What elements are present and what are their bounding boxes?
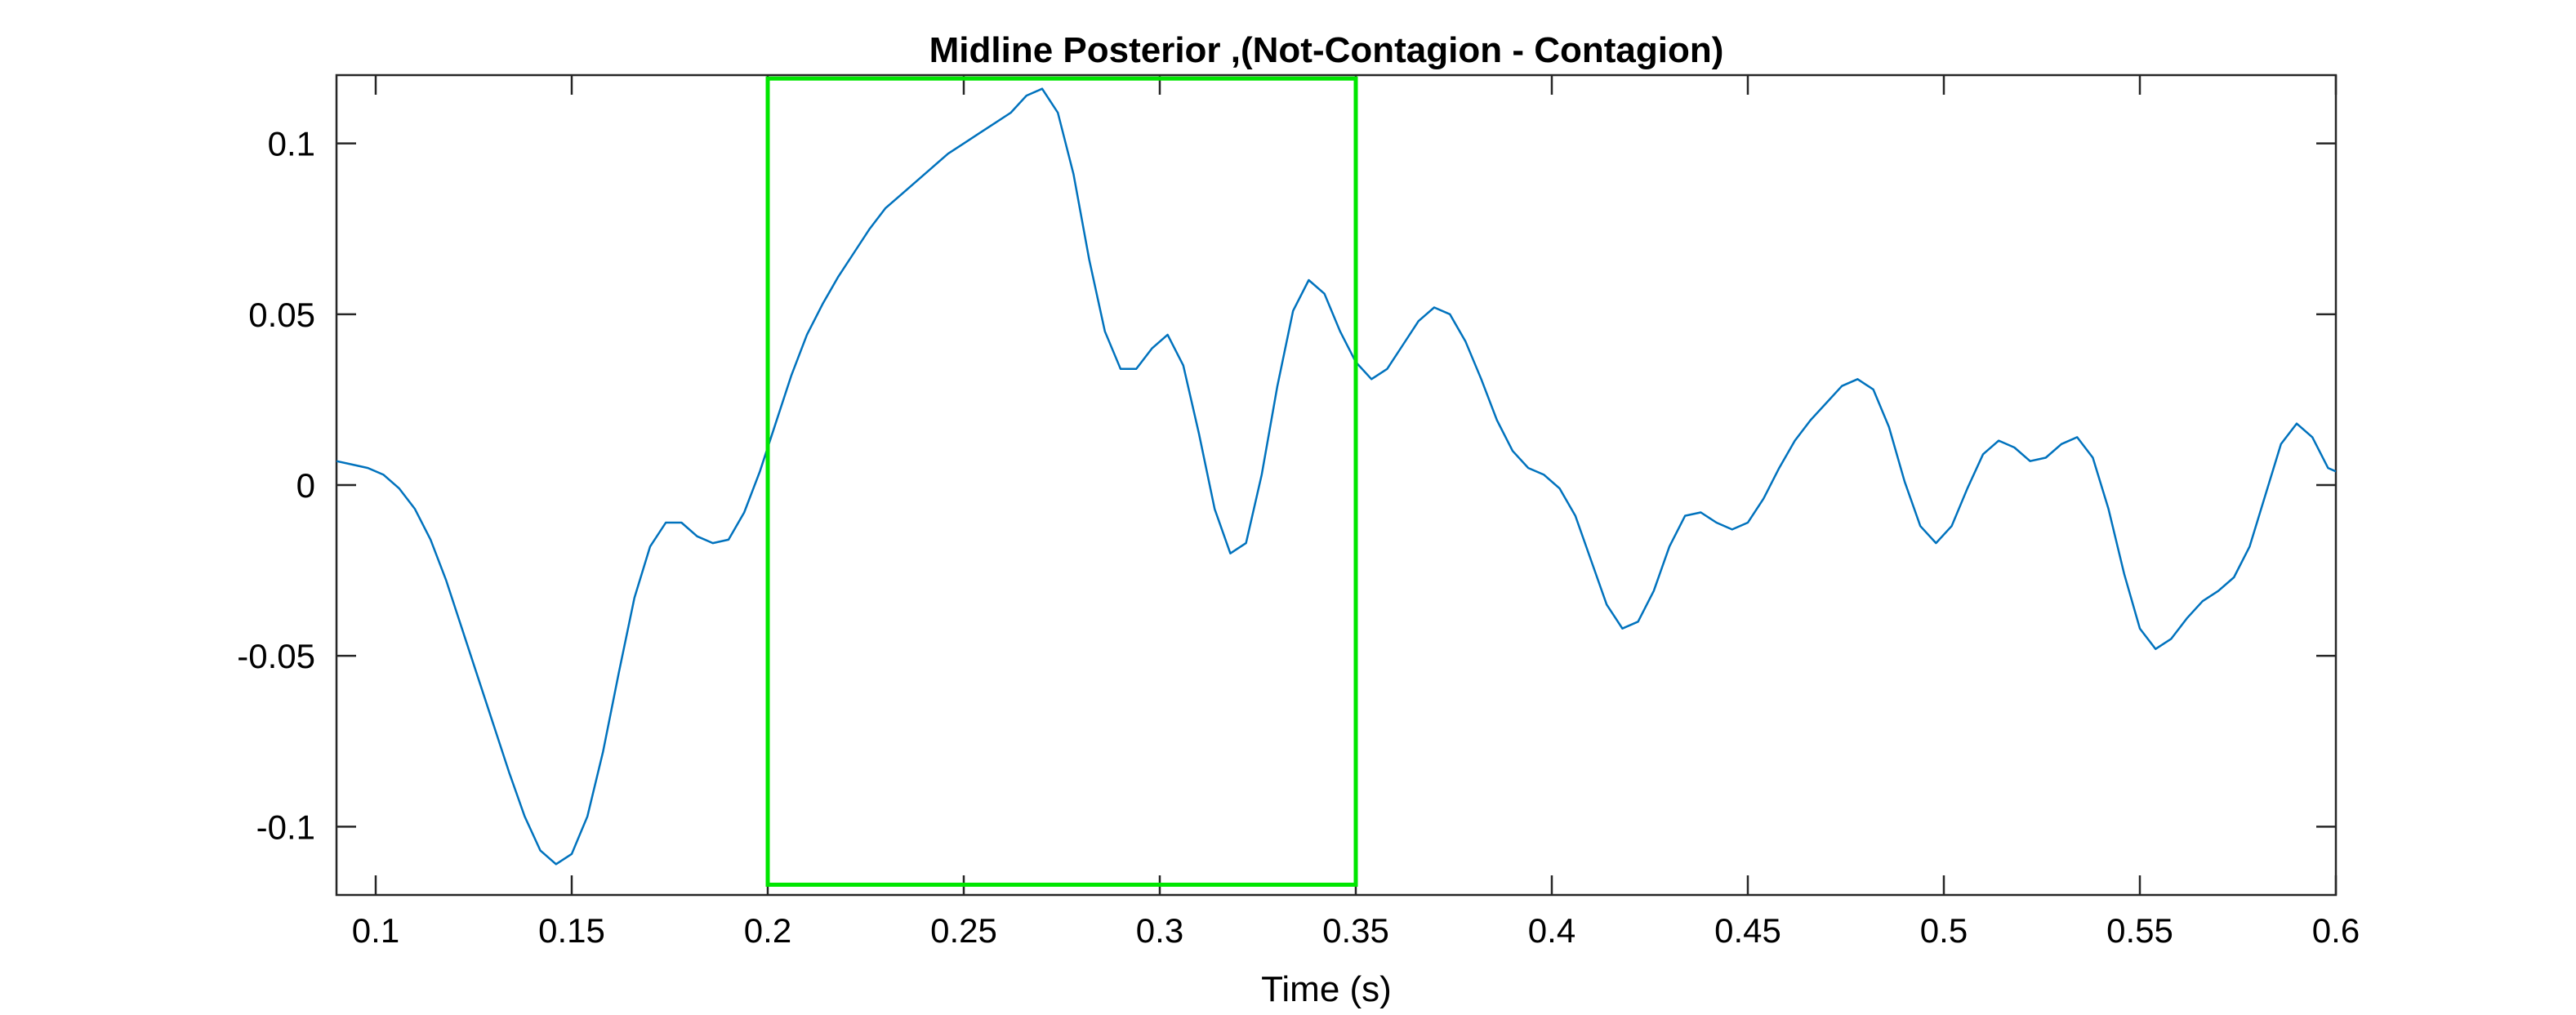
y-tick-label: -0.05 bbox=[237, 637, 315, 675]
x-tick-label: 0.6 bbox=[2312, 911, 2360, 950]
x-tick-label: 0.1 bbox=[352, 911, 399, 950]
x-tick-label: 0.4 bbox=[1528, 911, 1575, 950]
plot-area: 0.1 0.15 0.2 0.25 0.3 0.35 0.4 0.45 0.5 0.55 0.6 -0… bbox=[237, 73, 2360, 950]
x-tick-label: 0.5 bbox=[1920, 911, 1968, 950]
y-tick-label: -0.1 bbox=[256, 808, 315, 846]
axes-box bbox=[335, 73, 2338, 897]
x-tick-label: 0.2 bbox=[744, 911, 791, 950]
y-tick-label: 0.1 bbox=[268, 125, 315, 163]
y-tick-label: 0 bbox=[296, 466, 315, 505]
x-tick-label: 0.45 bbox=[1714, 911, 1781, 950]
x-axis-title: Time (s) bbox=[1261, 969, 1392, 1009]
chart-title: Midline Posterior ,(Not-Contagion - Cont… bbox=[929, 30, 1724, 70]
x-tick-label: 0.15 bbox=[538, 911, 605, 950]
x-tick-label: 0.25 bbox=[930, 911, 997, 950]
highlight-rectangle bbox=[765, 76, 1358, 887]
x-tick-label: 0.55 bbox=[2106, 911, 2173, 950]
series-line bbox=[336, 87, 2337, 866]
x-tick-label: 0.3 bbox=[1136, 911, 1183, 950]
y-tick-label: 0.05 bbox=[248, 296, 315, 334]
x-tick-label: 0.35 bbox=[1322, 911, 1389, 950]
